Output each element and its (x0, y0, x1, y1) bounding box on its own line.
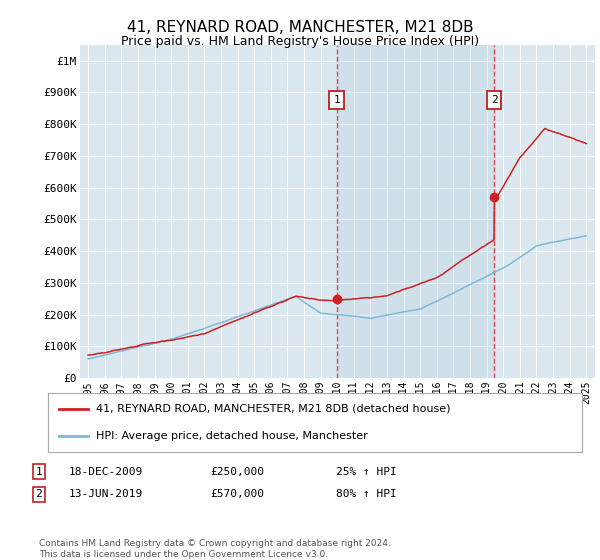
Text: 18-DEC-2009: 18-DEC-2009 (69, 466, 143, 477)
Text: 80% ↑ HPI: 80% ↑ HPI (336, 489, 397, 500)
Text: 25% ↑ HPI: 25% ↑ HPI (336, 466, 397, 477)
Text: £250,000: £250,000 (210, 466, 264, 477)
Bar (337, 45, 494, 378)
Text: 1: 1 (334, 95, 340, 105)
Text: Contains HM Land Registry data © Crown copyright and database right 2024.
This d: Contains HM Land Registry data © Crown c… (39, 539, 391, 559)
Text: 1: 1 (35, 466, 43, 477)
Text: 41, REYNARD ROAD, MANCHESTER, M21 8DB (detached house): 41, REYNARD ROAD, MANCHESTER, M21 8DB (d… (96, 404, 451, 414)
Text: 13-JUN-2019: 13-JUN-2019 (69, 489, 143, 500)
Text: Price paid vs. HM Land Registry's House Price Index (HPI): Price paid vs. HM Land Registry's House … (121, 35, 479, 48)
Text: HPI: Average price, detached house, Manchester: HPI: Average price, detached house, Manc… (96, 431, 368, 441)
Text: 2: 2 (35, 489, 43, 500)
Text: £570,000: £570,000 (210, 489, 264, 500)
Text: 41, REYNARD ROAD, MANCHESTER, M21 8DB: 41, REYNARD ROAD, MANCHESTER, M21 8DB (127, 20, 473, 35)
Text: 2: 2 (491, 95, 497, 105)
